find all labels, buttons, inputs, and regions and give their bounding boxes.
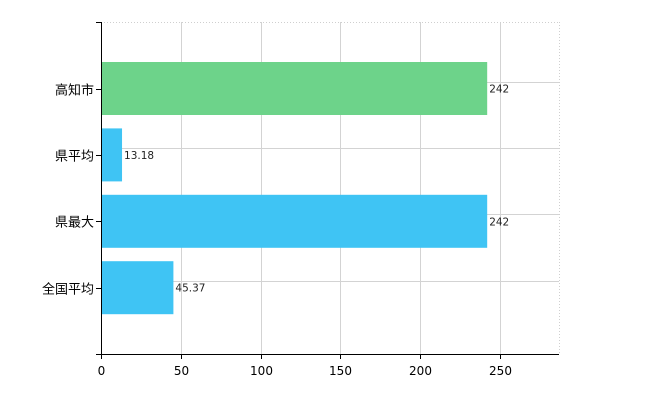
data-label: 242 xyxy=(489,216,509,228)
axes xyxy=(96,22,559,359)
data-label: 242 xyxy=(489,84,509,96)
x-tick-label: 0 xyxy=(98,364,106,378)
bar xyxy=(102,194,488,248)
category-label: 高知市 xyxy=(55,83,94,99)
x-tick-label: 150 xyxy=(329,364,352,378)
bar xyxy=(102,261,174,315)
bar xyxy=(102,62,488,115)
data-label: 45.37 xyxy=(175,283,205,295)
category-label: 県平均 xyxy=(55,150,94,165)
bar xyxy=(102,128,123,182)
category-label: 県最大 xyxy=(55,216,94,231)
labels: 242 13.18 242 45.37 0 50 100 150 200 250 高知市県平均県最大… xyxy=(42,83,512,379)
bars xyxy=(102,62,488,315)
x-tick-label: 250 xyxy=(489,364,512,378)
x-tick-label: 100 xyxy=(250,364,273,378)
data-label: 13.18 xyxy=(124,150,154,162)
x-tick-label: 200 xyxy=(409,364,432,378)
x-tick-label: 50 xyxy=(174,364,189,378)
category-label: 全国平均 xyxy=(42,282,94,298)
